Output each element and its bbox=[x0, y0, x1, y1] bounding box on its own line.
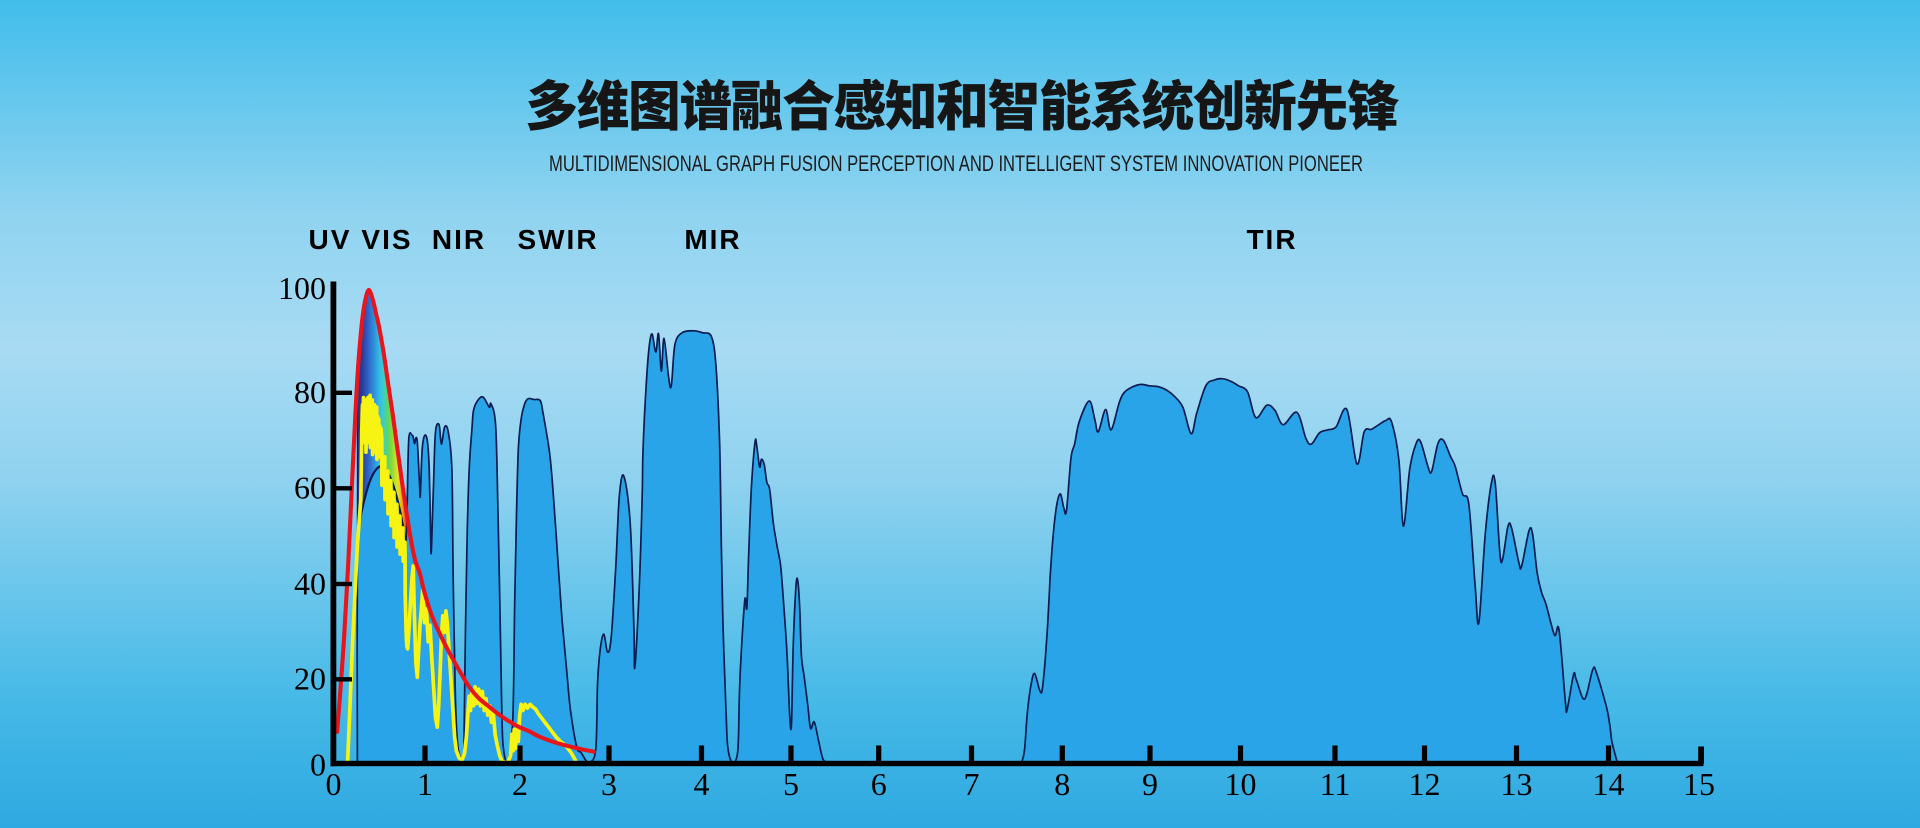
svg-text:7: 7 bbox=[964, 766, 980, 802]
svg-text:SWIR: SWIR bbox=[517, 224, 598, 255]
svg-text:3: 3 bbox=[601, 766, 617, 802]
svg-text:13: 13 bbox=[1501, 766, 1533, 802]
svg-text:2: 2 bbox=[512, 766, 528, 802]
svg-text:11: 11 bbox=[1320, 766, 1351, 802]
svg-text:0: 0 bbox=[326, 766, 342, 802]
svg-text:MIR: MIR bbox=[684, 224, 741, 255]
svg-text:MULTIDIMENSIONAL GRAPH FUSION: MULTIDIMENSIONAL GRAPH FUSION PERCEPTION… bbox=[549, 151, 1363, 176]
svg-text:8: 8 bbox=[1054, 766, 1070, 802]
svg-text:15: 15 bbox=[1683, 766, 1715, 802]
svg-text:TIR: TIR bbox=[1246, 224, 1297, 255]
svg-text:40: 40 bbox=[294, 566, 326, 602]
svg-text:1: 1 bbox=[417, 766, 433, 802]
svg-text:4: 4 bbox=[694, 766, 710, 802]
svg-text:12: 12 bbox=[1409, 766, 1441, 802]
svg-text:NIR: NIR bbox=[432, 224, 486, 255]
svg-text:100: 100 bbox=[278, 270, 326, 306]
svg-text:80: 80 bbox=[294, 374, 326, 410]
svg-text:5: 5 bbox=[783, 766, 799, 802]
svg-text:VIS: VIS bbox=[361, 224, 412, 255]
svg-text:20: 20 bbox=[294, 661, 326, 697]
svg-text:60: 60 bbox=[294, 470, 326, 506]
svg-text:6: 6 bbox=[871, 766, 887, 802]
svg-text:14: 14 bbox=[1593, 766, 1625, 802]
svg-text:9: 9 bbox=[1142, 766, 1158, 802]
svg-text:0: 0 bbox=[310, 747, 326, 783]
svg-text:10: 10 bbox=[1225, 766, 1257, 802]
svg-text:UV: UV bbox=[309, 224, 352, 255]
